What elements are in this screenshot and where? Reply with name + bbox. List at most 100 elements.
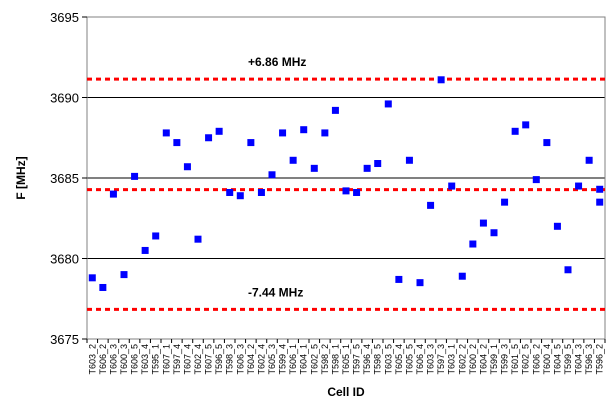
x-category-label: T605_4	[394, 344, 404, 375]
x-category-label: T598_5	[373, 344, 383, 375]
x-category-label: T606_2	[98, 344, 108, 375]
x-category-label: T605_5	[404, 344, 414, 375]
data-point	[532, 176, 540, 184]
data-point	[437, 76, 445, 84]
x-category-label: T603_2	[87, 344, 97, 375]
data-point	[374, 160, 382, 168]
x-category-label: T596_4	[362, 344, 372, 375]
x-category-label: T602_2	[457, 344, 467, 375]
data-point	[384, 100, 392, 108]
x-category-label: T605_3	[267, 344, 277, 375]
y-tick-label: 3680	[50, 252, 79, 267]
data-point	[173, 139, 181, 147]
x-category-label: T606_3	[235, 344, 245, 375]
x-category-label: T601_5	[510, 344, 520, 375]
reference-line-label: +6.86 MHz	[248, 55, 306, 69]
x-category-label: T607_5	[204, 344, 214, 375]
data-point	[522, 121, 530, 129]
x-category-label: T600_4	[542, 344, 552, 375]
data-point	[310, 164, 318, 172]
x-category-label: T604_3	[574, 344, 584, 375]
x-category-label: T598_2	[320, 344, 330, 375]
data-point	[448, 182, 456, 190]
data-point	[300, 126, 308, 134]
data-point	[543, 139, 551, 147]
data-point	[141, 246, 149, 254]
data-point	[120, 271, 128, 279]
data-point	[416, 279, 424, 287]
data-point	[162, 129, 170, 137]
x-category-label: T606_2	[531, 344, 541, 375]
data-point	[405, 156, 413, 164]
x-category-label: T604_2	[246, 344, 256, 375]
x-category-label: T596_3	[584, 344, 594, 375]
y-tick-label: 3685	[50, 171, 79, 186]
data-point	[194, 235, 202, 243]
x-category-label: T607_1	[161, 344, 171, 375]
x-category-label: T597_3	[436, 344, 446, 375]
x-category-label: T603_5	[383, 344, 393, 375]
data-point	[596, 198, 604, 206]
x-category-label: T602_5	[521, 344, 531, 375]
data-point	[395, 275, 403, 283]
x-category-label: T596_2	[595, 344, 605, 375]
x-category-label: T602_4	[193, 344, 203, 375]
x-category-label: T604_5	[552, 344, 562, 375]
data-point	[236, 192, 244, 200]
data-point	[215, 127, 223, 135]
x-category-label: T606_3	[108, 344, 118, 375]
x-category-label: T598_3	[225, 344, 235, 375]
data-point	[268, 171, 276, 179]
data-point	[469, 240, 477, 248]
data-point	[458, 272, 466, 280]
x-axis-categories: T603_2 T606_2 T606_3 T600_3 T606_5 T603_4 T595…	[86, 339, 606, 375]
x-category-label: T603_1	[447, 344, 457, 375]
data-point	[342, 187, 350, 195]
data-point	[363, 164, 371, 172]
data-point	[575, 182, 583, 190]
y-tick-label: 3690	[50, 91, 79, 106]
data-point	[479, 219, 487, 227]
x-category-label: T603_3	[426, 344, 436, 375]
data-point	[564, 266, 572, 274]
data-point	[226, 188, 234, 196]
x-category-label: T599_4	[278, 344, 288, 375]
data-point	[205, 134, 213, 142]
data-point	[289, 156, 297, 164]
x-category-label: T602_4	[256, 344, 266, 375]
data-points	[88, 76, 604, 291]
x-category-label: T596_5	[214, 344, 224, 375]
reference-lines: +6.86 MHz -7.44 MHz	[87, 55, 605, 311]
data-point	[131, 172, 139, 180]
gridlines	[87, 97, 605, 259]
data-point	[247, 139, 255, 147]
x-category-label: T599_5	[563, 344, 573, 375]
reference-line-label: -7.44 MHz	[248, 285, 303, 299]
x-axis-title: Cell ID	[327, 385, 365, 399]
x-category-label: T600_2	[468, 344, 478, 375]
x-category-label: T602_5	[309, 344, 319, 375]
data-point	[331, 106, 339, 114]
x-category-label: T597_4	[172, 344, 182, 375]
x-category-label: T599_1	[489, 344, 499, 375]
x-category-label: T605_1	[341, 344, 351, 375]
x-category-label: T604_1	[299, 344, 309, 375]
x-category-label: T600_3	[119, 344, 129, 375]
x-category-label: T599_3	[500, 344, 510, 375]
data-point	[427, 201, 435, 209]
data-point	[585, 156, 593, 164]
data-point	[353, 188, 361, 196]
data-point	[279, 129, 287, 137]
data-point	[490, 229, 498, 237]
x-category-label: T604_2	[478, 344, 488, 375]
y-tick-label: 3695	[50, 10, 79, 25]
x-category-label: T606_1	[288, 344, 298, 375]
data-point	[183, 163, 191, 171]
y-axis-title: F [MHz]	[14, 156, 28, 199]
y-tick-label: 3675	[50, 332, 79, 347]
x-category-label: T606_5	[130, 344, 140, 375]
x-category-label: T607_4	[182, 344, 192, 375]
data-point	[152, 232, 160, 240]
x-category-label: T597_5	[352, 344, 362, 375]
